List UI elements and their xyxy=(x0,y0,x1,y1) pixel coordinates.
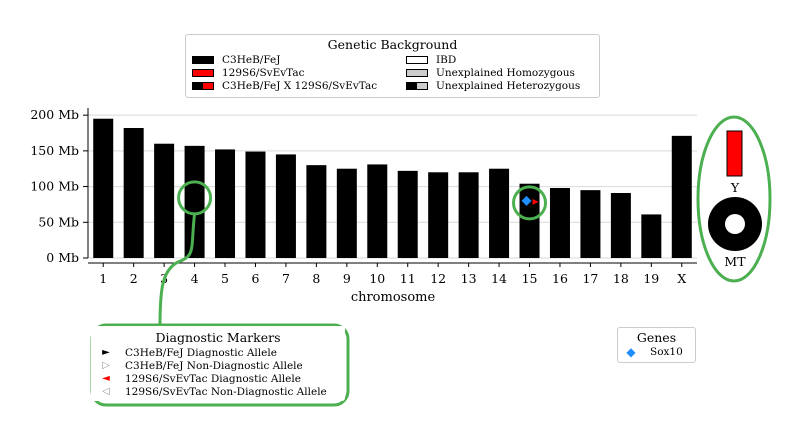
x-tick-label: 2 xyxy=(130,271,138,286)
chromosome-bar-8 xyxy=(306,165,327,258)
genetic-background-legend-title: Genetic Background xyxy=(327,37,458,52)
x-tick-label: 1 xyxy=(99,271,107,286)
annotation-overlay: Y MT xyxy=(90,115,772,407)
black-grey-swatch-icon xyxy=(406,81,428,90)
x-tick-label: 8 xyxy=(312,271,320,286)
chromosome-bar-13 xyxy=(458,172,479,258)
sex-chromosome-outline xyxy=(696,115,772,283)
grey-swatch-icon xyxy=(406,68,428,77)
x-tick-label: 13 xyxy=(461,271,477,286)
y-chromosome-bar xyxy=(726,130,743,177)
x-tick-label: 11 xyxy=(400,271,416,286)
red-swatch-icon xyxy=(192,68,214,77)
x-tick-label: 15 xyxy=(522,271,538,286)
chromosome-bar-9 xyxy=(336,168,357,258)
x-tick-label: X xyxy=(677,271,686,286)
x-tick-label: 4 xyxy=(191,271,199,286)
chromosome-bar-11 xyxy=(397,170,418,258)
left-triangle-filled-icon: ◄ xyxy=(102,373,110,384)
chromosome-bar-4 xyxy=(184,145,205,258)
right-triangle-filled-icon: ► xyxy=(102,347,110,358)
highlight-circle-chr15 xyxy=(512,185,548,221)
chromosome-bar-18 xyxy=(610,193,631,258)
chromosome-bar-19 xyxy=(641,214,662,258)
chromosome-bars xyxy=(93,118,692,258)
x-tick-label: 7 xyxy=(282,271,290,286)
mt-ring-hole xyxy=(725,214,745,234)
y-tick-label: 150 Mb xyxy=(30,143,79,158)
callout-line xyxy=(158,213,197,327)
x-tick-label: 6 xyxy=(251,271,259,286)
left-triangle-outline-icon: ◁ xyxy=(102,386,110,397)
chromosome-bar-16 xyxy=(549,188,570,258)
legend-item-129s6: 129S6/SvEvTac xyxy=(192,66,406,79)
chromosome-bar-17 xyxy=(580,190,601,258)
x-tick-label: 10 xyxy=(369,271,385,286)
chromosome-bar-15 xyxy=(519,183,540,258)
x-tick-label: 5 xyxy=(221,271,229,286)
x-axis-label: chromosome xyxy=(351,290,436,305)
chromosome-bar-12 xyxy=(428,172,449,258)
x-tick-label: 9 xyxy=(343,271,351,286)
diagnostic-markers-legend: Diagnostic Markers ► C3HeB/FeJ Diagnosti… xyxy=(91,326,345,401)
y-tick-label: 50 Mb xyxy=(38,214,79,229)
diagnostic-markers-legend-title: Diagnostic Markers xyxy=(155,330,281,345)
chromosome-bar-14 xyxy=(489,168,510,258)
right-triangle-outline-icon: ▷ xyxy=(102,360,110,371)
chromosome-bar-6 xyxy=(245,151,266,258)
legend-item-unexplained-heterozygous: Unexplained Heterozygous xyxy=(406,79,580,92)
y-axis: 0 Mb 50 Mb 100 Mb 150 Mb 200 Mb xyxy=(30,107,89,265)
chromosome-bar-3 xyxy=(154,143,175,258)
legend-item-c3heb-non-diagnostic: ▷ C3HeB/FeJ Non-Diagnostic Allele xyxy=(95,359,345,372)
allele-marker-icon xyxy=(532,198,539,205)
x-tick-label: 18 xyxy=(613,271,629,286)
legend-item-hybrid: C3HeB/FeJ X 129S6/SvEvTac xyxy=(192,79,406,92)
legend-item-c3heb-diagnostic: ► C3HeB/FeJ Diagnostic Allele xyxy=(95,346,345,359)
x-axis: 1 2 3 4 5 6 7 8 9 10 11 12 13 14 15 16 17 18 19 X xyxy=(88,262,697,286)
legend-item-unexplained-homozygous: Unexplained Homozygous xyxy=(406,66,580,79)
chromosome-bar-10 xyxy=(367,164,388,258)
legend-item-129s6-diagnostic: ◄ 129S6/SvEvTac Diagnostic Allele xyxy=(95,372,345,385)
legend-item-129s6-non-diagnostic: ◁ 129S6/SvEvTac Non-Diagnostic Allele xyxy=(95,385,345,398)
black-swatch-icon xyxy=(192,55,214,64)
x-tick-label: 19 xyxy=(643,271,659,286)
y-chromosome-label: Y xyxy=(730,180,740,195)
chromosome-bar-1 xyxy=(93,118,114,258)
genes-legend-title: Genes xyxy=(636,330,677,345)
white-swatch-icon xyxy=(406,55,428,64)
sox10-diamond-icon xyxy=(521,195,532,206)
genes-legend: Genes ◆ Sox10 xyxy=(617,327,696,363)
chromosome-bar-X xyxy=(671,135,692,258)
y-tick-label: 100 Mb xyxy=(30,179,79,194)
chromosome-bar-2 xyxy=(123,128,144,258)
diamond-icon: ◆ xyxy=(626,344,636,359)
y-tick-label: 0 Mb xyxy=(46,250,79,265)
chromosome-bar-7 xyxy=(275,154,296,258)
genetic-background-legend: Genetic Background C3HeB/FeJ 129S6/SvEvT… xyxy=(185,34,600,98)
x-tick-label: 12 xyxy=(430,271,446,286)
grid-lines xyxy=(88,114,697,259)
black-red-swatch-icon xyxy=(192,81,214,90)
x-tick-label: 14 xyxy=(491,271,507,286)
x-tick-label: 16 xyxy=(552,271,568,286)
legend-item-sox10: ◆ Sox10 xyxy=(618,344,695,359)
x-tick-label: 17 xyxy=(582,271,598,286)
y-tick-label: 200 Mb xyxy=(30,107,79,122)
chromosome-bar-5 xyxy=(215,149,236,258)
legend-item-c3heb: C3HeB/FeJ xyxy=(192,53,406,66)
mt-label: MT xyxy=(724,254,746,269)
legend-item-ibd: IBD xyxy=(406,53,580,66)
